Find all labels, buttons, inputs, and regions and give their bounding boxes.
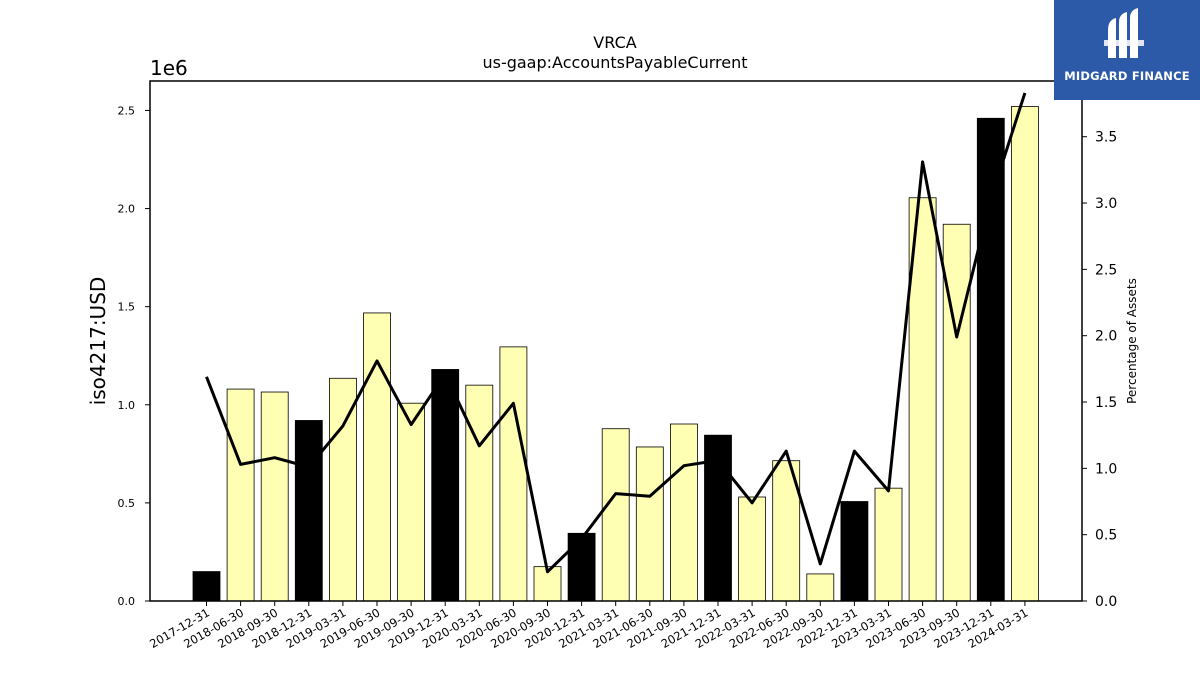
bar-2018-09-30 bbox=[260, 391, 289, 602]
y-axis-ticks: 0.0 0.5 1.0 1.5 2.0 2.5 bbox=[118, 104, 150, 608]
y2-tick-label: 0.5 bbox=[1095, 528, 1117, 544]
y2-tick-label: 1.0 bbox=[1095, 461, 1117, 477]
bar-2018-06-30 bbox=[226, 388, 255, 602]
y-axis-offset-label: 1e6 bbox=[150, 56, 188, 80]
bar-2018-12-31 bbox=[294, 420, 323, 602]
y-axis-label: iso4217:USD bbox=[86, 277, 110, 406]
y-tick-label: 2.0 bbox=[118, 203, 136, 216]
chart-title: VRCA bbox=[593, 33, 636, 52]
y2-tick-label: 3.0 bbox=[1095, 196, 1117, 212]
bar-2017-12-31 bbox=[192, 571, 221, 602]
bar-2019-09-30 bbox=[397, 402, 426, 602]
bar-2019-03-31 bbox=[328, 377, 357, 602]
y2-axis-label: Percentage of Assets bbox=[1125, 278, 1139, 404]
bar-2023-03-31 bbox=[874, 487, 903, 602]
bar-2020-12-31 bbox=[567, 532, 596, 602]
bar-2024-03-31 bbox=[1011, 106, 1039, 602]
y-tick-label: 2.5 bbox=[118, 104, 136, 117]
y2-tick-label: 1.5 bbox=[1095, 395, 1117, 411]
bar-2023-12-31 bbox=[976, 117, 1005, 602]
x-axis-ticks: 2017-12-312018-06-302018-09-302018-12-31… bbox=[147, 601, 1030, 651]
bar-group bbox=[192, 106, 1039, 602]
y2-tick-label: 2.5 bbox=[1095, 262, 1117, 278]
logo-text: MIDGARD FINANCE bbox=[1064, 69, 1190, 83]
bar-2020-06-30 bbox=[499, 346, 528, 602]
y2-tick-label: 2.0 bbox=[1095, 329, 1117, 345]
series-line bbox=[205, 92, 1027, 574]
bar-2021-09-30 bbox=[670, 423, 698, 602]
bar-2020-03-31 bbox=[465, 384, 494, 602]
bar-2021-03-31 bbox=[601, 428, 630, 602]
bar-2023-06-30 bbox=[908, 197, 937, 602]
y-tick-label: 1.0 bbox=[118, 399, 136, 412]
y2-tick-label: 0.0 bbox=[1095, 594, 1117, 610]
bar-2022-12-31 bbox=[840, 501, 869, 602]
bar-2022-09-30 bbox=[806, 573, 835, 602]
bar-2022-03-31 bbox=[738, 496, 766, 602]
chart-subtitle: us-gaap:AccountsPayableCurrent bbox=[482, 53, 747, 72]
bar-2021-06-30 bbox=[635, 446, 664, 602]
y-tick-label: 0.0 bbox=[118, 595, 136, 608]
bar-2019-12-31 bbox=[431, 369, 460, 602]
bar-2019-06-30 bbox=[363, 312, 391, 602]
y2-tick-label: 3.5 bbox=[1095, 130, 1117, 146]
logo-icon bbox=[1104, 8, 1144, 58]
y2-axis-ticks: 0.0 0.5 1.0 1.5 2.0 2.5 3.0 3.5 bbox=[1082, 130, 1117, 610]
brand-logo: MIDGARD FINANCE bbox=[1054, 0, 1200, 100]
y-tick-label: 1.5 bbox=[118, 301, 136, 314]
y-tick-label: 0.5 bbox=[118, 497, 136, 510]
